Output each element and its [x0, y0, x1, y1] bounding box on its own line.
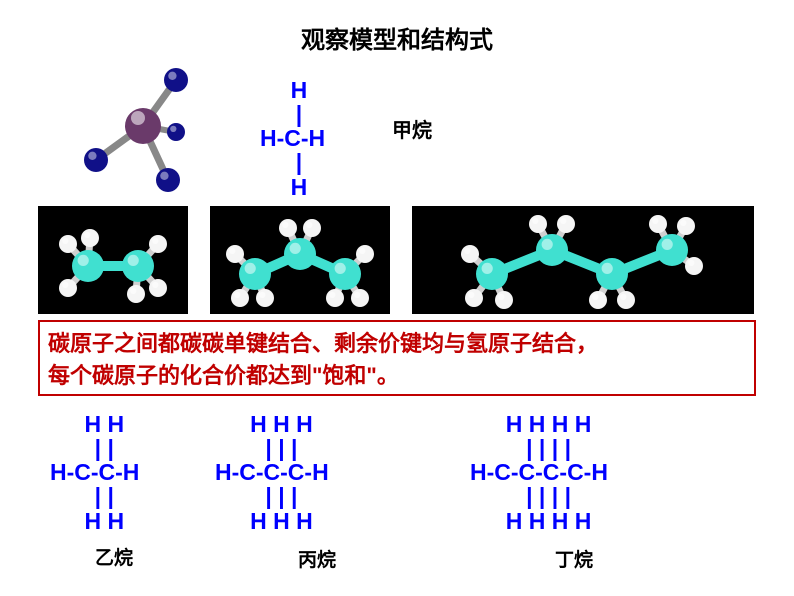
ethane-structure: H H | | H-C-C-H | | H H	[50, 412, 139, 533]
methane-label: 甲烷	[392, 114, 432, 143]
caption-box: 碳原子之间都碳碳单键结合、剩余价键均与氢原子结合， 每个碳原子的化合价都达到"饱…	[38, 320, 756, 396]
propane-label: 丙烷	[298, 545, 336, 572]
page-title: 观察模型和结构式	[0, 20, 794, 55]
butane-model	[412, 206, 754, 314]
ethane-label: 乙烷	[95, 543, 133, 570]
caption-line2: 每个碳原子的化合价都达到"饱和"。	[48, 358, 746, 390]
methane-structure: H | H-C-H | H	[260, 78, 325, 199]
propane-structure: H H H | | | H-C-C-C-H | | | H H H	[215, 412, 329, 533]
methane-model	[68, 68, 218, 196]
caption-line1: 碳原子之间都碳碳单键结合、剩余价键均与氢原子结合，	[48, 326, 746, 358]
butane-label: 丁烷	[555, 545, 593, 572]
ethane-model	[38, 206, 188, 314]
propane-model	[210, 206, 390, 314]
butane-structure: H H H H | | | | H-C-C-C-C-H | | | | H H …	[470, 412, 608, 533]
